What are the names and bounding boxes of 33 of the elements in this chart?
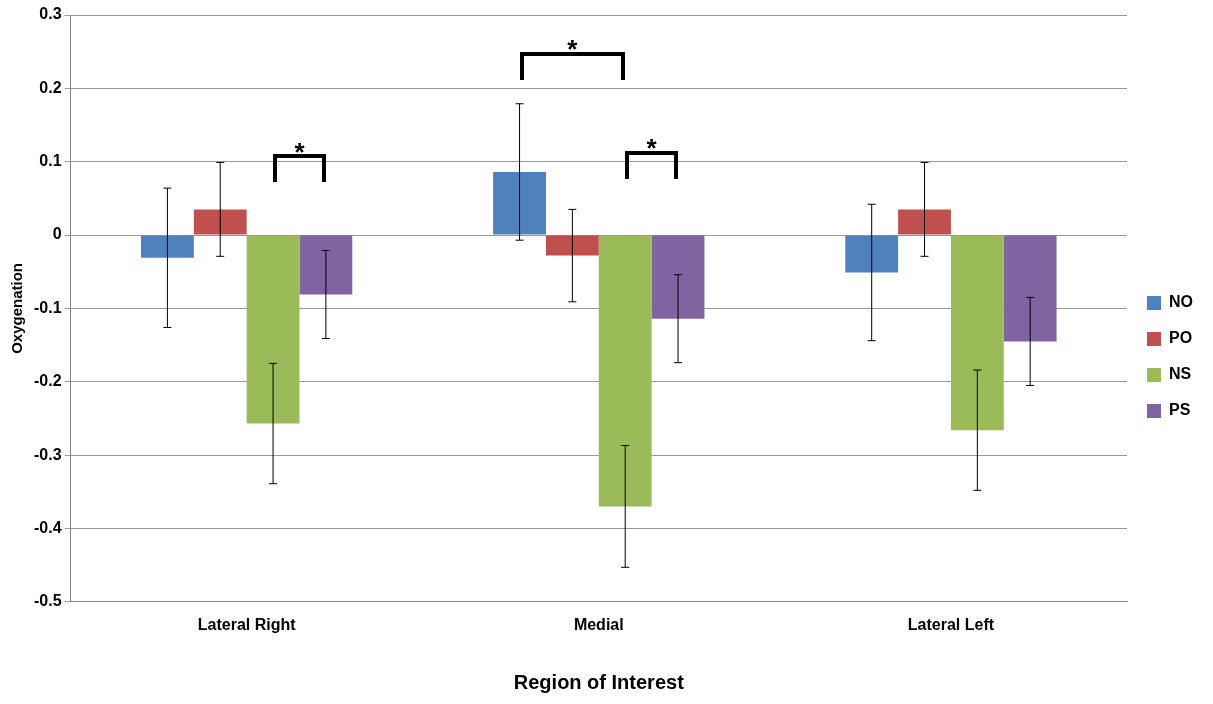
- bar: [598, 235, 652, 507]
- bar: [299, 235, 353, 295]
- y-tick-label: 0.3: [39, 5, 62, 23]
- bar: [950, 235, 1004, 431]
- x-axis-title: Region of Interest: [513, 670, 685, 693]
- legend-label: NS: [1169, 365, 1192, 383]
- bar: [651, 235, 705, 319]
- y-tick-label: -0.1: [33, 298, 62, 316]
- legend-label: PS: [1169, 401, 1191, 419]
- annotation: *: [294, 136, 306, 167]
- bar: [141, 235, 194, 258]
- y-tick-label: -0.3: [33, 445, 62, 463]
- annotation: *: [567, 33, 579, 64]
- y-tick-label: 0.1: [39, 152, 62, 170]
- y-tick-label: 0: [52, 225, 62, 243]
- annotation: *: [646, 132, 658, 163]
- x-tick-label: Lateral Right: [197, 615, 297, 633]
- bar: [193, 209, 247, 235]
- legend-label: NO: [1169, 293, 1193, 311]
- bar: [246, 235, 300, 424]
- x-tick-label: Lateral Left: [907, 615, 995, 633]
- y-tick-label: -0.4: [33, 518, 62, 536]
- y-axis-title: Oxygenation: [8, 262, 26, 354]
- y-tick-label: 0.2: [39, 78, 62, 96]
- bar: [1003, 235, 1057, 342]
- bar: [545, 235, 599, 256]
- y-tick-label: -0.5: [33, 592, 62, 610]
- legend-label: PO: [1169, 329, 1193, 347]
- bar: [845, 235, 899, 273]
- x-tick-label: Medial: [573, 615, 624, 633]
- y-tick-label: -0.2: [33, 372, 62, 390]
- bar: [493, 171, 546, 235]
- bar: [898, 209, 951, 235]
